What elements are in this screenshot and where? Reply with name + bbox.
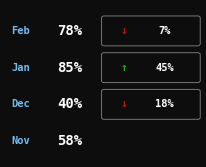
Text: 45%: 45% (155, 63, 174, 73)
Text: 85%: 85% (57, 61, 83, 75)
Text: Nov: Nov (11, 136, 30, 146)
FancyBboxPatch shape (102, 16, 200, 46)
Text: ↓: ↓ (120, 99, 127, 109)
Text: 40%: 40% (57, 97, 83, 111)
Text: 18%: 18% (155, 99, 174, 109)
Text: 78%: 78% (57, 24, 83, 38)
Text: Dec: Dec (11, 99, 30, 109)
Text: 58%: 58% (57, 134, 83, 148)
Text: 7%: 7% (159, 26, 171, 36)
FancyBboxPatch shape (102, 53, 200, 83)
Text: Jan: Jan (11, 63, 30, 73)
Text: Feb: Feb (11, 26, 30, 36)
Text: ↑: ↑ (120, 63, 127, 73)
Text: ↓: ↓ (120, 26, 127, 36)
FancyBboxPatch shape (102, 90, 200, 119)
